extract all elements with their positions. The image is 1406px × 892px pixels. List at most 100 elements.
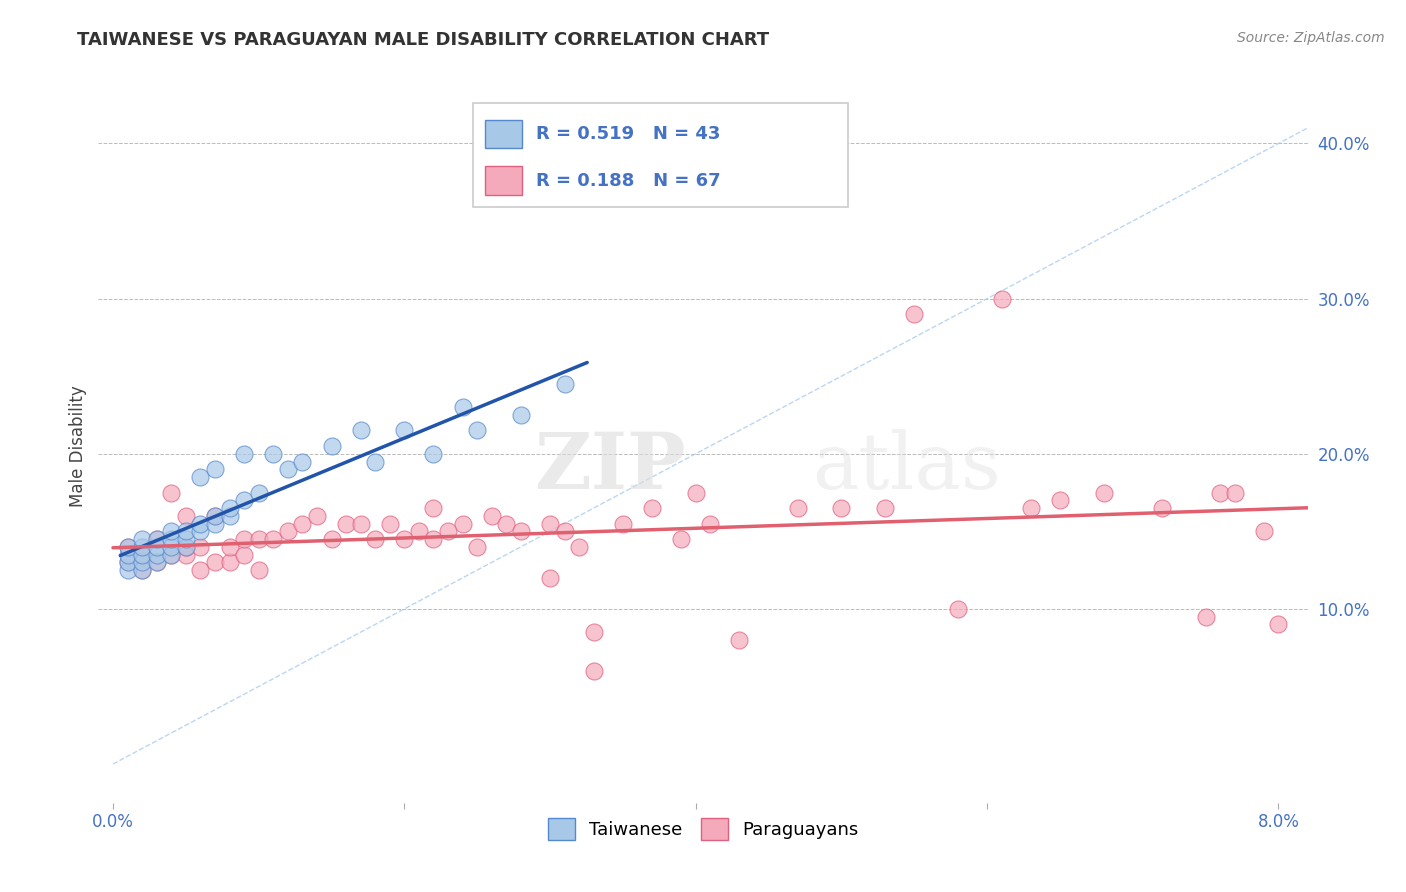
Point [364, 532, 387, 546]
Point [1194, 609, 1216, 624]
Point [728, 632, 751, 647]
Point [394, 532, 416, 546]
Point [641, 501, 664, 516]
Point [554, 524, 576, 539]
Point [247, 485, 270, 500]
Text: atlas: atlas [811, 430, 1001, 505]
Point [160, 548, 183, 562]
Point [145, 540, 167, 554]
Point [160, 485, 183, 500]
Point [218, 501, 240, 516]
Point [190, 540, 212, 554]
Point [204, 516, 226, 531]
Point [262, 532, 284, 546]
Point [437, 524, 460, 539]
Point [218, 555, 240, 569]
Point [117, 563, 139, 577]
Point [321, 439, 343, 453]
Point [786, 501, 808, 516]
Point [190, 470, 212, 484]
Point [1019, 501, 1042, 516]
Point [117, 540, 139, 554]
Text: TAIWANESE VS PARAGUAYAN MALE DISABILITY CORRELATION CHART: TAIWANESE VS PARAGUAYAN MALE DISABILITY … [77, 31, 769, 49]
Point [568, 540, 591, 554]
Point [160, 524, 183, 539]
Point [394, 424, 416, 438]
Point [422, 501, 444, 516]
Point [1209, 485, 1232, 500]
Point [247, 532, 270, 546]
Point [174, 524, 197, 539]
Point [669, 532, 692, 546]
Point [378, 516, 401, 531]
Point [131, 532, 153, 546]
Point [174, 532, 197, 546]
Point [160, 540, 183, 554]
Point [1267, 617, 1289, 632]
Point [612, 516, 634, 531]
Point [481, 508, 503, 523]
Point [131, 563, 153, 577]
Point [465, 540, 488, 554]
FancyBboxPatch shape [485, 166, 522, 194]
Point [190, 516, 212, 531]
FancyBboxPatch shape [485, 120, 522, 148]
Point [321, 532, 343, 546]
Point [160, 532, 183, 546]
Point [117, 555, 139, 569]
Point [233, 548, 256, 562]
Point [509, 408, 531, 422]
Point [335, 516, 357, 531]
Point [131, 555, 153, 569]
Point [1223, 485, 1246, 500]
Point [204, 555, 226, 569]
Point [174, 540, 197, 554]
Point [233, 493, 256, 508]
Point [451, 516, 474, 531]
Point [582, 625, 605, 640]
Point [117, 540, 139, 554]
Point [145, 532, 167, 546]
Point [350, 516, 373, 531]
Legend: Taiwanese, Paraguayans: Taiwanese, Paraguayans [540, 811, 866, 847]
Point [262, 447, 284, 461]
Point [174, 548, 197, 562]
Point [1049, 493, 1071, 508]
Point [145, 548, 167, 562]
Point [1150, 501, 1173, 516]
Point [174, 540, 197, 554]
Point [422, 532, 444, 546]
Point [495, 516, 517, 531]
Point [364, 454, 387, 468]
Point [538, 571, 561, 585]
Point [830, 501, 852, 516]
Point [685, 485, 707, 500]
Point [554, 376, 576, 391]
Point [350, 424, 373, 438]
Y-axis label: Male Disability: Male Disability [69, 385, 87, 507]
Point [145, 555, 167, 569]
Text: R = 0.188   N = 67: R = 0.188 N = 67 [536, 171, 721, 189]
Point [117, 548, 139, 562]
Point [131, 548, 153, 562]
Point [582, 664, 605, 678]
Point [218, 540, 240, 554]
Point [465, 424, 488, 438]
Point [117, 555, 139, 569]
Point [509, 524, 531, 539]
Point [204, 508, 226, 523]
Point [131, 563, 153, 577]
Point [990, 292, 1012, 306]
Point [291, 516, 314, 531]
Text: ZIP: ZIP [534, 429, 685, 506]
Point [305, 508, 328, 523]
Point [1092, 485, 1115, 500]
Point [190, 563, 212, 577]
Point [131, 548, 153, 562]
Text: R = 0.519   N = 43: R = 0.519 N = 43 [536, 125, 720, 143]
Point [247, 563, 270, 577]
Point [233, 532, 256, 546]
Point [204, 462, 226, 476]
Point [204, 508, 226, 523]
Point [538, 516, 561, 531]
